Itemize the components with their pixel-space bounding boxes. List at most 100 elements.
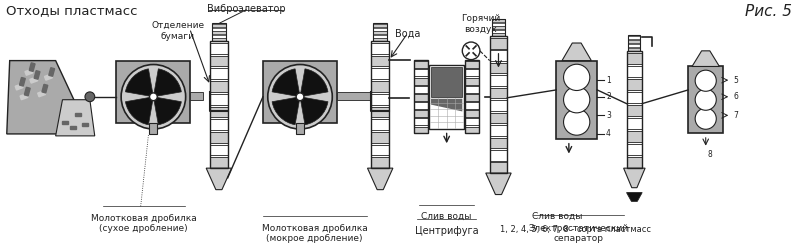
Bar (466, 60, 479, 133)
Bar (414, 86, 428, 93)
Polygon shape (206, 168, 232, 190)
Bar (34, 71, 40, 79)
Polygon shape (626, 193, 642, 201)
Bar (414, 118, 428, 125)
Bar (116, 61, 190, 123)
Bar (490, 36, 507, 173)
Circle shape (563, 87, 590, 113)
Text: 8: 8 (708, 150, 713, 159)
Bar (626, 53, 642, 64)
Bar (556, 61, 598, 139)
Bar (626, 144, 642, 155)
Bar (25, 69, 33, 75)
Wedge shape (154, 69, 182, 97)
Bar (414, 69, 428, 76)
Bar (429, 65, 464, 128)
Text: 1, 2, 4, 5, 6, 7, 8 - сорта пластмасс: 1, 2, 4, 5, 6, 7, 8 - сорта пластмасс (501, 225, 651, 234)
Polygon shape (624, 168, 645, 188)
Bar (190, 92, 203, 100)
Text: Виброэлеватор: Виброэлеватор (207, 4, 286, 14)
Wedge shape (272, 97, 300, 125)
Bar (414, 94, 428, 101)
Bar (466, 69, 479, 76)
Bar (210, 41, 228, 168)
Bar (626, 51, 642, 168)
Bar (210, 132, 228, 143)
Circle shape (563, 109, 590, 135)
Bar (414, 61, 428, 68)
Bar (688, 66, 723, 133)
Bar (466, 86, 479, 93)
Bar (371, 56, 389, 66)
Bar (466, 126, 479, 133)
Circle shape (296, 93, 304, 101)
Bar (490, 63, 507, 74)
Bar (212, 27, 226, 30)
Bar (629, 36, 640, 39)
Polygon shape (367, 168, 393, 190)
Text: 4: 4 (606, 129, 611, 138)
Wedge shape (126, 69, 154, 97)
Bar (490, 113, 507, 123)
Bar (466, 110, 479, 117)
Bar (212, 35, 226, 38)
Polygon shape (56, 100, 94, 136)
Bar (490, 125, 507, 136)
Bar (212, 38, 226, 41)
Bar (466, 61, 479, 68)
Bar (371, 106, 389, 117)
Bar (629, 47, 640, 51)
Bar (296, 123, 304, 134)
Bar (374, 38, 387, 41)
Circle shape (462, 42, 480, 60)
Bar (374, 35, 387, 38)
Bar (210, 56, 228, 66)
Bar (490, 150, 507, 161)
Bar (374, 23, 387, 41)
Text: Центрифуга: Центрифуга (415, 226, 478, 236)
Bar (150, 123, 158, 134)
Bar (371, 145, 389, 155)
Bar (626, 118, 642, 129)
Text: Молотковая дробилка
(мокрое дробление): Молотковая дробилка (мокрое дробление) (262, 224, 367, 243)
Bar (371, 157, 389, 168)
Bar (210, 43, 228, 54)
Bar (490, 50, 507, 61)
Polygon shape (6, 61, 90, 134)
Bar (38, 91, 46, 97)
Bar (466, 78, 479, 84)
Bar (490, 100, 507, 111)
Text: Слив воды: Слив воды (422, 212, 472, 221)
Wedge shape (300, 97, 328, 125)
Bar (210, 145, 228, 155)
Text: 2: 2 (606, 92, 610, 101)
Bar (626, 66, 642, 77)
Bar (45, 74, 52, 80)
Text: Отделение
бумаги: Отделение бумаги (151, 21, 204, 41)
Text: Рис. 5: Рис. 5 (745, 4, 792, 19)
Text: Отходы пластмасс: Отходы пластмасс (6, 4, 138, 17)
Circle shape (563, 64, 590, 90)
Text: 6: 6 (733, 92, 738, 101)
Bar (210, 106, 228, 117)
Bar (626, 157, 642, 168)
Bar (629, 40, 640, 43)
Bar (629, 35, 640, 51)
Text: Молотковая дробилка
(сухое дробление): Молотковая дробилка (сухое дробление) (90, 214, 197, 233)
Bar (70, 126, 76, 129)
Bar (49, 68, 54, 76)
Wedge shape (272, 69, 300, 97)
Bar (490, 138, 507, 148)
Bar (414, 60, 428, 133)
Bar (20, 94, 28, 100)
Bar (414, 110, 428, 117)
Bar (30, 63, 35, 71)
Bar (431, 67, 462, 97)
Bar (212, 24, 226, 27)
Bar (626, 92, 642, 103)
Bar (371, 68, 389, 79)
Bar (374, 31, 387, 34)
Bar (492, 30, 506, 33)
Bar (492, 33, 506, 36)
Wedge shape (154, 97, 182, 125)
